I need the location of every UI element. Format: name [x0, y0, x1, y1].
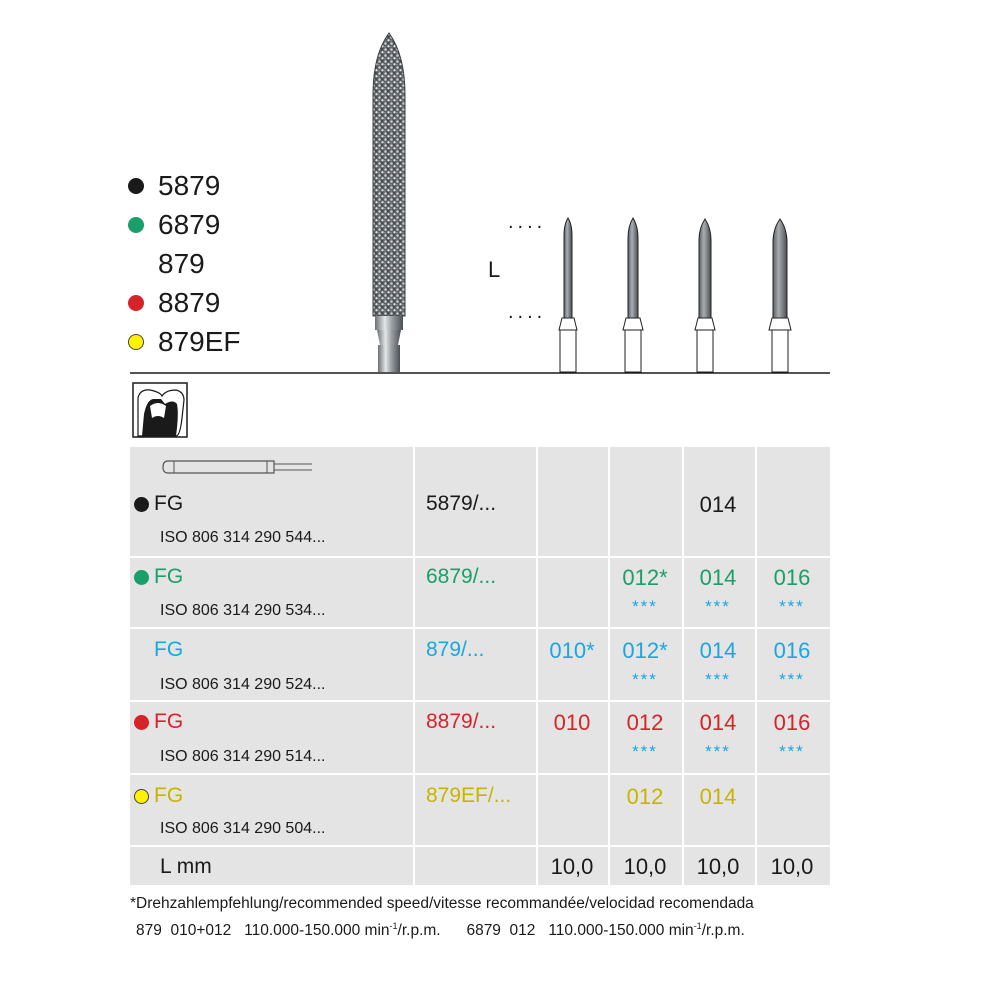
legend-label: 879 [158, 247, 205, 279]
row-5879-ref: 5879/... [426, 492, 497, 515]
legend-label: 879EF [158, 325, 241, 357]
row-879-size-010: 010* [549, 638, 595, 663]
row-8879-ref: 8879/... [426, 710, 497, 733]
legend-item-879ef: 879EF [128, 322, 241, 361]
row-879ef-ref: 879EF/... [426, 784, 512, 807]
row-6879-stars-012: *** [632, 597, 658, 616]
row-879-size-016: 016 [773, 638, 811, 663]
row-6879-shank: FG [134, 565, 183, 589]
row-879ef-iso: ISO 806 314 290 504... [160, 820, 326, 837]
length-value-012: 10,0 [623, 854, 667, 879]
row-6879-size-012: 012* [622, 565, 668, 590]
row-6879-iso: ISO 806 314 290 534... [160, 602, 326, 619]
footnote-879-speed: 879 010+012 110.000-150.000 min [136, 922, 390, 940]
footnote-unit: /r.p.m. [701, 922, 745, 940]
legend-item-8879: 8879 [128, 283, 241, 322]
row-8879-stars-016: *** [779, 742, 805, 761]
row-879-size-014: 014 [699, 638, 737, 663]
small-bur-014 [694, 218, 716, 373]
shank-type: FG [154, 784, 184, 807]
legend-label: 6879 [158, 208, 221, 240]
product-table: FG ISO 806 314 290 544... 5879/... 014 F… [130, 447, 830, 885]
row-879ef-size-014: 014 [699, 784, 737, 809]
row-6879-size-016: 016 [773, 565, 811, 590]
length-dimension: .... .... [508, 211, 546, 323]
row-8879-stars-012: *** [632, 742, 658, 761]
legend-label: 5879 [158, 169, 221, 201]
green-dot-icon [134, 569, 149, 585]
tooth-crown-icon [132, 382, 188, 438]
small-bur-016 [768, 218, 792, 373]
svg-text:....: .... [508, 211, 546, 233]
footnote-6879-speed: /r.p.m. 6879 012 110.000-150.000 min [397, 922, 694, 940]
row-879-stars-016: *** [779, 670, 805, 689]
row-879-iso: ISO 806 314 290 524... [160, 676, 326, 693]
large-bur-image [372, 32, 406, 372]
row-6879-size-014: 014 [699, 565, 737, 590]
row-8879-size-010: 010 [553, 710, 591, 735]
length-row-label: L mm [160, 855, 212, 878]
row-8879-iso: ISO 806 314 290 514... [160, 748, 326, 765]
row-5879-size-014: 014 [699, 492, 737, 517]
row-8879-size-016: 016 [773, 710, 811, 735]
shank-type: FG [154, 710, 184, 733]
row-8879-shank: FG [134, 710, 183, 734]
row-879-shank: FG [154, 638, 183, 662]
footnote-line-1: *Drehzahlempfehlung/recommended speed/vi… [130, 895, 754, 912]
length-label: L [488, 257, 500, 282]
row-6879-ref: 6879/... [426, 565, 497, 588]
legend-item-6879: 6879 [128, 205, 241, 244]
row-879ef-shank: FG [134, 784, 183, 808]
legend-item-5879: 5879 [128, 166, 241, 205]
product-legend: 5879 6879 879 8879 879EF [128, 166, 241, 361]
yellow-dot-icon [134, 788, 149, 804]
length-value-014: 10,0 [696, 854, 740, 879]
row-879-stars-014: *** [705, 670, 731, 689]
row-879ef-size-012: 012 [626, 784, 664, 809]
bur-illustration: .... .... L [130, 32, 830, 438]
footnote-line-2: 879 010+012 110.000-150.000 min-1/r.p.m.… [130, 915, 754, 942]
fg-shank-icon [162, 460, 312, 474]
black-dot-icon [134, 496, 149, 512]
speed-footnote: *Drehzahlempfehlung/recommended speed/vi… [130, 893, 754, 942]
shank-type: FG [154, 638, 184, 661]
small-bur-012 [622, 217, 644, 373]
shank-type: FG [154, 565, 184, 588]
row-879-stars-012: *** [632, 670, 658, 689]
row-8879-size-012: 012 [626, 710, 664, 735]
small-bur-010 [558, 217, 578, 373]
length-value-010: 10,0 [550, 854, 594, 879]
row-5879-shank: FG [134, 492, 183, 516]
row-5879-iso: ISO 806 314 290 544... [160, 529, 326, 546]
row-6879-stars-016: *** [779, 597, 805, 616]
length-value-016: 10,0 [770, 854, 814, 879]
legend-label: 8879 [158, 286, 221, 318]
row-8879-size-014: 014 [699, 710, 737, 735]
svg-text:....: .... [508, 301, 546, 323]
footnote-exponent: -1 [693, 921, 702, 931]
legend-item-879: 879 [128, 244, 241, 283]
footnote-exponent: -1 [389, 921, 398, 931]
yellow-dot-icon [128, 333, 144, 350]
row-879-size-012: 012* [622, 638, 668, 663]
green-dot-icon [128, 216, 144, 233]
row-879-ref: 879/... [426, 638, 485, 661]
row-6879-stars-014: *** [705, 597, 731, 616]
black-dot-icon [128, 177, 144, 194]
row-8879-stars-014: *** [705, 742, 731, 761]
shank-type: FG [154, 492, 184, 515]
red-dot-icon [128, 294, 144, 311]
red-dot-icon [134, 714, 149, 730]
